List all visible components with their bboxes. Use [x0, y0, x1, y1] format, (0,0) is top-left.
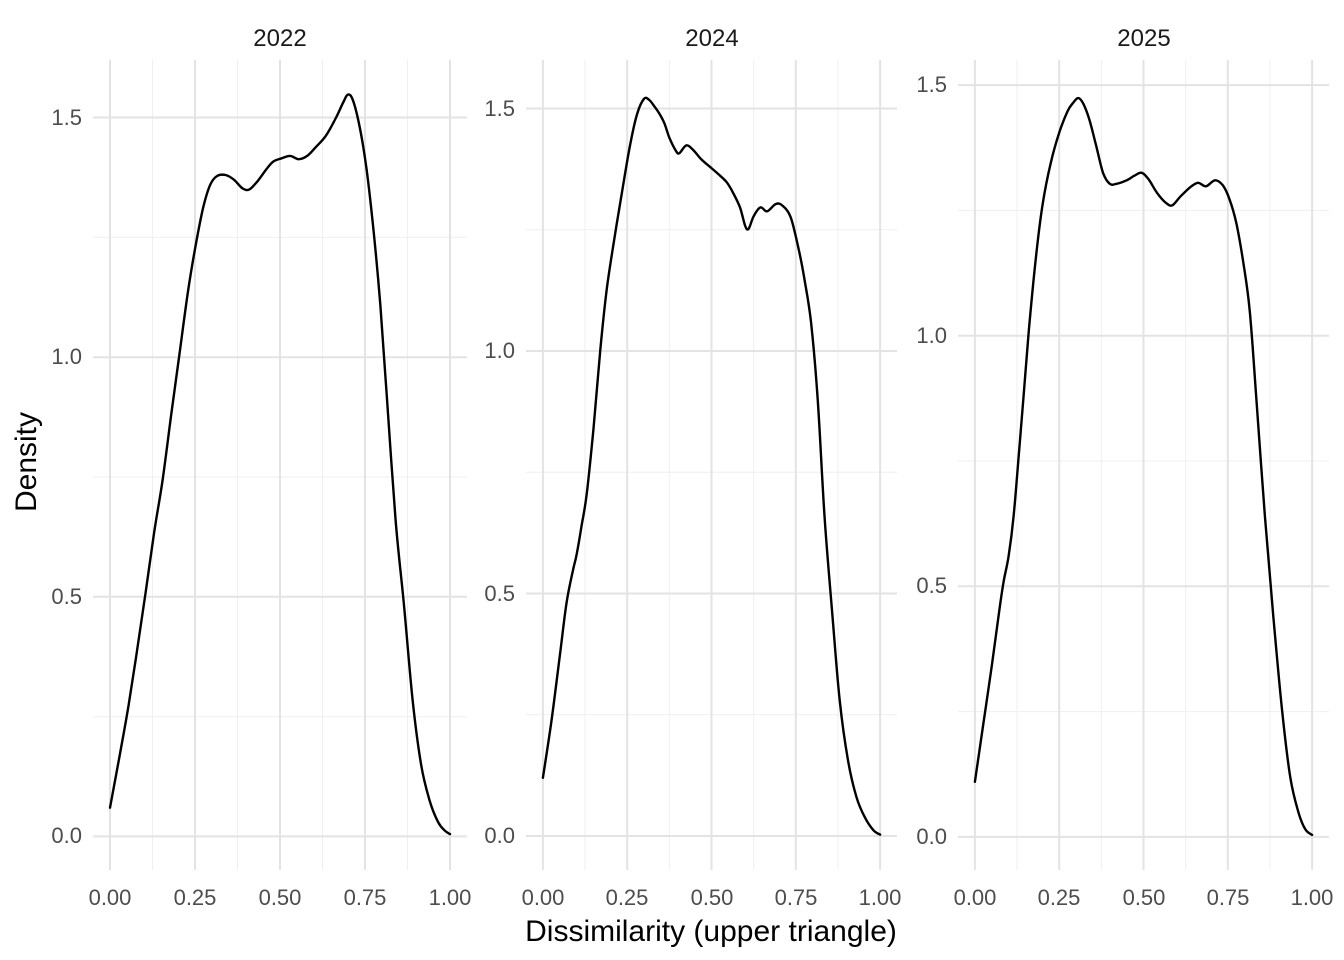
y-tick-label: 1.5: [484, 96, 515, 121]
y-tick-label: 0.5: [484, 581, 515, 606]
facet-title-2024: 2024: [685, 25, 739, 52]
y-tick-label: 1.0: [484, 338, 515, 363]
x-tick-label: 0.50: [690, 885, 734, 910]
x-tick-label: 0.50: [258, 885, 302, 910]
panel-2022: [93, 60, 467, 870]
y-tick-label: 1.5: [916, 72, 947, 97]
x-tick-label: 0.00: [953, 885, 997, 910]
density-curve-2024: [541, 96, 882, 836]
y-tick-label: 1.0: [916, 323, 947, 348]
major-gridlines: [526, 60, 897, 870]
facet-title-2025: 2025: [1117, 25, 1171, 52]
x-tick-label: 0.25: [1037, 885, 1081, 910]
x-tick-label: 0.00: [88, 885, 132, 910]
y-tick-label: 0.5: [51, 584, 82, 609]
y-tick-label: 0.0: [51, 823, 82, 848]
x-tick-label: 0.25: [173, 885, 217, 910]
x-tick-label: 0.75: [343, 885, 387, 910]
y-tick-label: 0.0: [916, 824, 947, 849]
x-tick-label: 0.50: [1122, 885, 1166, 910]
y-tick-label: 1.5: [51, 105, 82, 130]
x-tick-label: 1.00: [428, 885, 472, 910]
panel-2024: [526, 60, 897, 870]
density-curve-2022: [108, 93, 452, 836]
x-tick-label: 0.75: [774, 885, 818, 910]
minor-gridlines: [958, 60, 1329, 870]
x-tick-label: 1.00: [858, 885, 902, 910]
facet-title-2022: 2022: [253, 25, 307, 52]
x-tick-label: 1.00: [1290, 885, 1334, 910]
x-axis-title: Dissimilarity (upper triangle): [525, 915, 897, 948]
density-curve-2025: [973, 96, 1314, 837]
x-tick-label: 0.25: [605, 885, 649, 910]
major-gridlines: [958, 60, 1329, 870]
x-tick-label: 0.75: [1206, 885, 1250, 910]
panel-2025: [958, 60, 1329, 870]
y-axis-title: Density: [10, 411, 43, 513]
y-tick-label: 0.0: [484, 823, 515, 848]
x-tick-label: 0.00: [521, 885, 565, 910]
y-tick-label: 1.0: [51, 344, 82, 369]
y-tick-label: 0.5: [916, 573, 947, 598]
major-gridlines: [93, 60, 467, 870]
